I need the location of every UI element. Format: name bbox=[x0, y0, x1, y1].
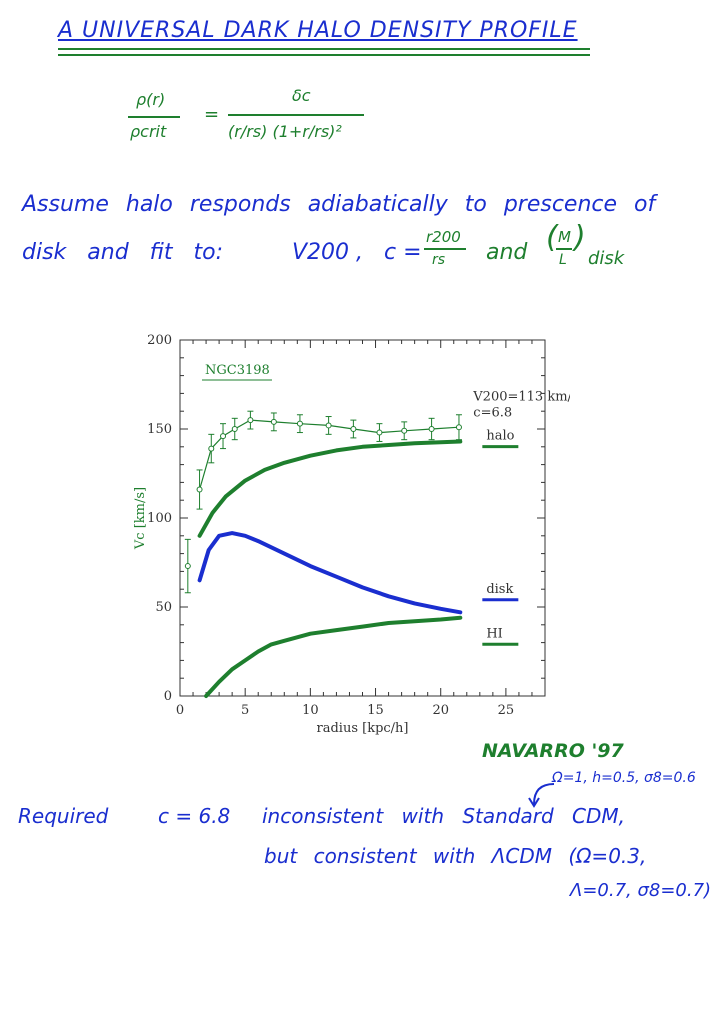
series-line-disk bbox=[197, 531, 463, 615]
density-formula: ρ(r) ρcrit = δc (r/rs) (1+r/rs)² bbox=[120, 82, 400, 162]
formula-lhs-numerator: ρ(r) bbox=[136, 90, 166, 109]
data-point bbox=[196, 486, 203, 493]
assume-and: and bbox=[486, 240, 528, 265]
formula-lhs-denominator: ρcrit bbox=[130, 122, 167, 141]
x-axis-label: radius [kpc/h] bbox=[317, 721, 409, 736]
fit-line bbox=[199, 419, 460, 490]
x-tick-label: 20 bbox=[432, 703, 449, 718]
data-point bbox=[401, 427, 408, 434]
y-tick-label: 200 bbox=[147, 333, 172, 348]
data-point bbox=[296, 420, 303, 427]
data-point bbox=[184, 563, 191, 570]
formula-equals: = bbox=[204, 104, 220, 125]
required-c-value: c = 6.8 bbox=[158, 804, 231, 828]
ml-numerator: M bbox=[558, 228, 571, 246]
ml-denominator: L bbox=[559, 252, 567, 268]
data-point bbox=[350, 426, 357, 432]
title-underline bbox=[58, 48, 590, 50]
y-tick-label: 50 bbox=[155, 600, 172, 615]
data-point bbox=[325, 422, 332, 429]
series-line-hi bbox=[204, 615, 463, 698]
annotation-v200: V200=113 km/s bbox=[472, 390, 570, 405]
ml-open-paren: ( bbox=[546, 220, 558, 255]
x-tick-label: 5 bbox=[241, 703, 249, 718]
formula-lhs-bar bbox=[128, 116, 180, 118]
scdm-params: Ω=1, h=0.5, σ8=0.6 bbox=[552, 770, 696, 786]
title-underline-2 bbox=[58, 54, 590, 56]
formula-rhs-bar bbox=[228, 114, 364, 116]
data-point bbox=[270, 418, 277, 425]
ml-fraction-bar bbox=[556, 248, 572, 250]
y-axis-label: Vc [km/s] bbox=[133, 487, 148, 550]
lcdm-text: but consistent with ΛCDM (Ω=0.3, bbox=[264, 844, 647, 868]
formula-rhs-numerator: δc bbox=[292, 86, 311, 105]
data-point bbox=[455, 424, 462, 431]
series-line-halo bbox=[197, 439, 463, 538]
data-point bbox=[208, 445, 215, 452]
assume-v200: V200 , bbox=[292, 240, 364, 265]
assume-line-2-start: disk and fit to: bbox=[22, 240, 223, 265]
data-point bbox=[428, 426, 435, 432]
legend-label-hi: HI bbox=[486, 626, 502, 641]
author-note: NAVARRO '97 bbox=[482, 740, 624, 762]
y-tick-label: 0 bbox=[164, 689, 172, 704]
lcdm-params: Λ=0.7, σ8=0.7) bbox=[570, 880, 712, 901]
inconsistent-text: inconsistent with Standard CDM, bbox=[262, 804, 626, 828]
c-denominator: rs bbox=[432, 252, 446, 268]
c-numerator: r200 bbox=[426, 228, 461, 246]
data-point bbox=[376, 429, 383, 436]
legend-label-halo: halo bbox=[486, 429, 514, 444]
c-fraction-bar bbox=[424, 248, 466, 250]
x-tick-label: 15 bbox=[367, 703, 384, 718]
chart-title: NGC3198 bbox=[205, 363, 270, 378]
x-tick-label: 10 bbox=[302, 703, 319, 718]
y-tick-label: 100 bbox=[147, 511, 172, 526]
arrow-icon bbox=[528, 783, 555, 808]
rotation-curve-chart: 0 5 10 15 20 25 0 50 100 150 200 NGC3198 radius [kp… bbox=[130, 320, 570, 740]
assume-line-1: Assume halo responds adiabatically to pr… bbox=[22, 192, 656, 217]
x-tick-label: 25 bbox=[498, 703, 515, 718]
data-point bbox=[247, 417, 254, 424]
required-label: Required bbox=[18, 804, 109, 828]
x-tick-label: 0 bbox=[176, 703, 184, 718]
chart-svg: 0 5 10 15 20 25 0 50 100 150 200 NGC3198 radius [kp… bbox=[133, 333, 570, 736]
formula-rhs-denominator: (r/rs) (1+r/rs)² bbox=[228, 122, 342, 141]
page-title: A UNIVERSAL DARK HALO DENSITY PROFILE bbox=[58, 18, 578, 43]
ml-subscript: disk bbox=[588, 248, 625, 269]
assume-c-label: c = bbox=[384, 240, 422, 265]
legend-label-disk: disk bbox=[486, 582, 513, 597]
y-tick-label: 150 bbox=[147, 422, 172, 437]
data-point bbox=[220, 433, 227, 440]
ml-close-paren: ) bbox=[574, 220, 586, 255]
data-point bbox=[231, 426, 238, 432]
annotation-c: c=6.8 bbox=[473, 406, 512, 421]
